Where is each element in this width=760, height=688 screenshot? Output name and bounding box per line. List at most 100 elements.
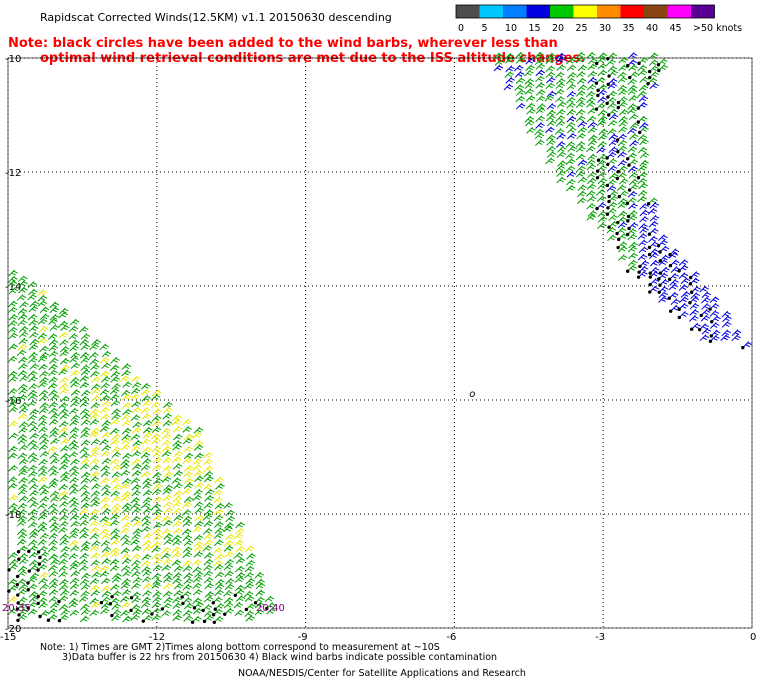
contamination-dot: [265, 606, 269, 611]
wind-barb: [575, 140, 586, 148]
wind-barb: [141, 608, 152, 615]
wind-barb: [575, 170, 586, 178]
wind-barb: [203, 458, 213, 466]
wind-barb: [153, 496, 163, 504]
wind-barb: [59, 350, 69, 357]
contamination-dot: [150, 612, 154, 616]
wind-barb: [587, 153, 597, 161]
wind-barb: [173, 490, 183, 497]
wind-barb: [151, 582, 161, 590]
wind-barb: [526, 126, 536, 134]
wind-barb: [80, 490, 90, 497]
wind-barb: [131, 570, 141, 578]
contamination-dot: [646, 202, 651, 206]
wind-barb: [131, 545, 142, 552]
wind-barb: [37, 513, 48, 521]
wind-barb: [141, 576, 152, 583]
wind-barb: [58, 463, 69, 471]
wind-barb: [161, 515, 171, 523]
wind-barb: [7, 280, 18, 287]
wind-barb: [162, 412, 173, 420]
wind-barb: [59, 357, 70, 365]
wind-barb: [203, 576, 214, 584]
wind-barb: [99, 388, 110, 396]
wind-barb: [194, 571, 204, 578]
wind-barb: [79, 507, 89, 515]
wind-barb: [214, 521, 224, 528]
wind-barb: [597, 222, 607, 230]
wind-barb: [17, 319, 28, 327]
wind-barb: [80, 540, 91, 548]
wind-barb: [161, 610, 171, 617]
wind-barb: [223, 545, 234, 552]
contamination-dot: [637, 61, 641, 66]
contamination-dot: [648, 75, 652, 80]
wind-barb: [39, 508, 49, 516]
wind-barb: [39, 450, 50, 458]
wind-barb: [546, 151, 557, 158]
wind-barb: [39, 313, 50, 321]
wind-barb: [39, 402, 49, 409]
wind-barb: [203, 558, 214, 566]
wind-barb: [566, 178, 576, 186]
wind-barb: [58, 331, 69, 339]
wind-barb: [202, 483, 213, 491]
contamination-dot: [595, 169, 600, 173]
contamination-dot: [244, 607, 249, 612]
wind-barb: [223, 563, 234, 571]
wind-barb: [546, 119, 557, 127]
wind-barb: [555, 164, 566, 172]
wind-barb: [565, 158, 576, 165]
contamination-dot: [606, 162, 610, 167]
wind-barb: [182, 487, 192, 495]
wind-barb: [731, 329, 742, 336]
wind-barb: [70, 351, 80, 359]
wind-barb: [39, 583, 50, 590]
wind-barb: [585, 90, 596, 98]
wind-barb: [17, 532, 28, 540]
wind-barb: [121, 490, 132, 498]
wind-barb: [27, 521, 38, 529]
wind-barb: [141, 559, 151, 567]
wind-barb: [121, 369, 131, 377]
wind-barb: [163, 406, 173, 414]
contamination-dot: [99, 600, 104, 605]
wind-barb: [618, 177, 629, 185]
wind-barb: [48, 401, 58, 409]
wind-barb: [110, 427, 120, 435]
wind-barb: [731, 334, 741, 342]
wind-barb: [69, 344, 79, 352]
contamination-dot: [607, 113, 611, 117]
wind-barb: [628, 241, 639, 249]
wind-barb: [235, 521, 245, 529]
chart-title: Rapidscat Corrected Winds(12.5KM) v1.1 2…: [40, 11, 392, 24]
wind-barb: [89, 431, 99, 438]
x-tick-label: -6: [446, 632, 456, 643]
wind-barb: [91, 540, 101, 547]
wind-barb: [109, 393, 120, 401]
wind-barb: [576, 70, 586, 78]
wind-barb: [152, 528, 162, 535]
wind-barb: [58, 584, 69, 591]
wind-barb: [58, 570, 68, 578]
wind-barb: [37, 294, 48, 302]
wind-barb: [80, 368, 91, 376]
contamination-dot: [57, 599, 61, 604]
wind-barb: [152, 450, 163, 458]
wind-barb: [29, 363, 39, 370]
wind-barb: [49, 313, 60, 321]
wind-barb: [577, 159, 588, 166]
wind-barb: [89, 520, 99, 527]
wind-barb: [111, 576, 122, 583]
wind-barb: [58, 426, 69, 434]
wind-barb: [536, 95, 546, 102]
wind-barb: [100, 602, 111, 609]
wind-barb: [110, 438, 120, 446]
wind-barb: [546, 134, 556, 141]
wind-barb: [132, 463, 142, 470]
wind-barb: [554, 88, 565, 96]
wind-barb: [8, 558, 19, 566]
wind-barb: [60, 471, 70, 478]
wind-barb: [597, 69, 608, 77]
wind-barb: [49, 452, 59, 459]
